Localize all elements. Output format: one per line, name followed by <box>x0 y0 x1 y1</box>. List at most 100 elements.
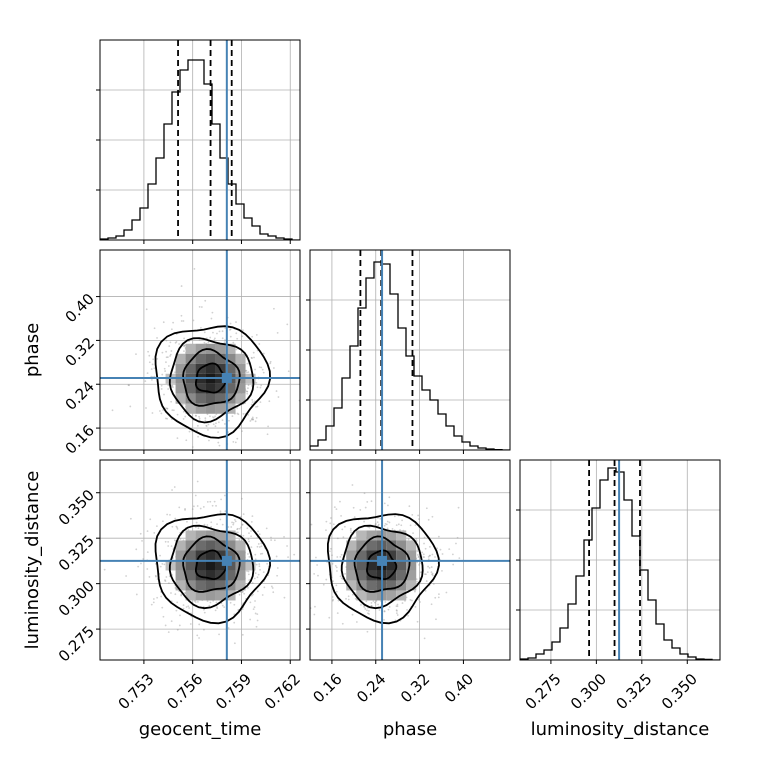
sample-point <box>169 353 172 356</box>
sample-point <box>336 537 339 540</box>
sample-point <box>256 619 259 622</box>
sample-point <box>167 582 170 585</box>
density-cell <box>215 403 226 414</box>
sample-point <box>242 412 245 415</box>
sample-point <box>248 579 251 581</box>
sample-point <box>205 425 208 427</box>
sample-point <box>257 573 260 576</box>
sample-point <box>184 415 187 418</box>
sample-point <box>129 517 132 520</box>
density-cell <box>185 383 196 394</box>
sample-point <box>418 563 420 566</box>
sample-point <box>441 553 444 555</box>
sample-point <box>229 601 232 604</box>
density-cell <box>396 570 407 581</box>
sample-point <box>171 525 174 528</box>
sample-point <box>236 407 238 409</box>
panel-frame <box>99 459 301 661</box>
panel-geocent_time-geocent_time <box>96 39 301 244</box>
sample-point <box>147 350 149 353</box>
sample-point <box>183 345 185 348</box>
density-cell <box>406 540 417 551</box>
sample-point <box>416 550 419 552</box>
density-cell <box>225 570 236 581</box>
sample-point <box>339 500 341 503</box>
density-cell <box>185 363 196 374</box>
sample-point <box>273 307 275 310</box>
sample-point <box>208 604 211 607</box>
sample-point <box>368 613 370 615</box>
y-tick-label: 0.16 <box>62 421 98 457</box>
sample-point <box>219 518 222 521</box>
sample-point <box>308 533 310 535</box>
sample-point <box>170 328 173 331</box>
sample-point <box>165 339 168 342</box>
density-cell <box>346 550 357 561</box>
sample-point <box>176 628 179 631</box>
density-cell <box>235 393 246 404</box>
sample-point <box>242 534 245 537</box>
sample-point <box>260 542 263 545</box>
sample-point <box>272 367 275 369</box>
histogram-phase <box>310 261 510 450</box>
sample-point <box>431 572 434 575</box>
sample-point <box>148 361 151 364</box>
sample-point <box>210 317 213 320</box>
sample-point <box>258 343 261 345</box>
sample-point <box>197 467 199 469</box>
sample-point <box>232 522 235 524</box>
sample-point <box>241 430 243 433</box>
y-tick-label: 0.300 <box>55 577 98 620</box>
sample-point <box>165 576 168 578</box>
sample-point <box>416 554 419 556</box>
sample-point <box>431 573 433 576</box>
sample-point <box>148 354 151 357</box>
sample-point <box>142 558 145 560</box>
sample-point <box>408 505 411 508</box>
sample-point <box>256 545 259 548</box>
sample-point <box>213 339 216 341</box>
sample-point <box>152 358 155 361</box>
sample-point <box>304 529 306 531</box>
sample-point <box>246 570 248 572</box>
density-cell <box>356 590 367 601</box>
sample-point <box>366 609 368 612</box>
density-cell <box>386 540 397 551</box>
sample-point <box>194 601 197 603</box>
sample-point <box>151 378 153 381</box>
sample-point <box>427 555 430 558</box>
density-cell <box>195 580 206 591</box>
sample-point <box>204 417 207 420</box>
sample-point <box>395 612 398 615</box>
sample-point <box>173 486 176 488</box>
sample-point <box>111 409 114 412</box>
sample-point <box>178 343 181 345</box>
sample-point <box>203 341 206 344</box>
sample-point <box>236 337 239 340</box>
sample-point <box>169 513 171 516</box>
sample-point <box>161 520 164 523</box>
sample-point <box>253 606 256 609</box>
sample-point <box>214 415 217 418</box>
sample-point <box>174 593 177 596</box>
sample-point <box>261 594 264 596</box>
sample-point <box>251 357 253 360</box>
density-cell <box>225 353 236 364</box>
density-cell <box>195 393 206 404</box>
sample-point <box>246 390 248 393</box>
sample-point <box>188 430 191 433</box>
sample-point <box>335 584 338 587</box>
sample-point <box>287 370 290 373</box>
sample-point <box>172 386 174 388</box>
sample-point <box>255 416 258 419</box>
sample-point <box>193 600 196 602</box>
sample-point <box>144 380 147 383</box>
sample-point <box>247 387 249 390</box>
sample-point <box>176 601 179 604</box>
sample-point <box>255 333 258 336</box>
sample-point <box>407 614 409 617</box>
density-cell <box>356 530 367 541</box>
sample-point <box>183 350 185 353</box>
sample-point <box>247 413 250 416</box>
